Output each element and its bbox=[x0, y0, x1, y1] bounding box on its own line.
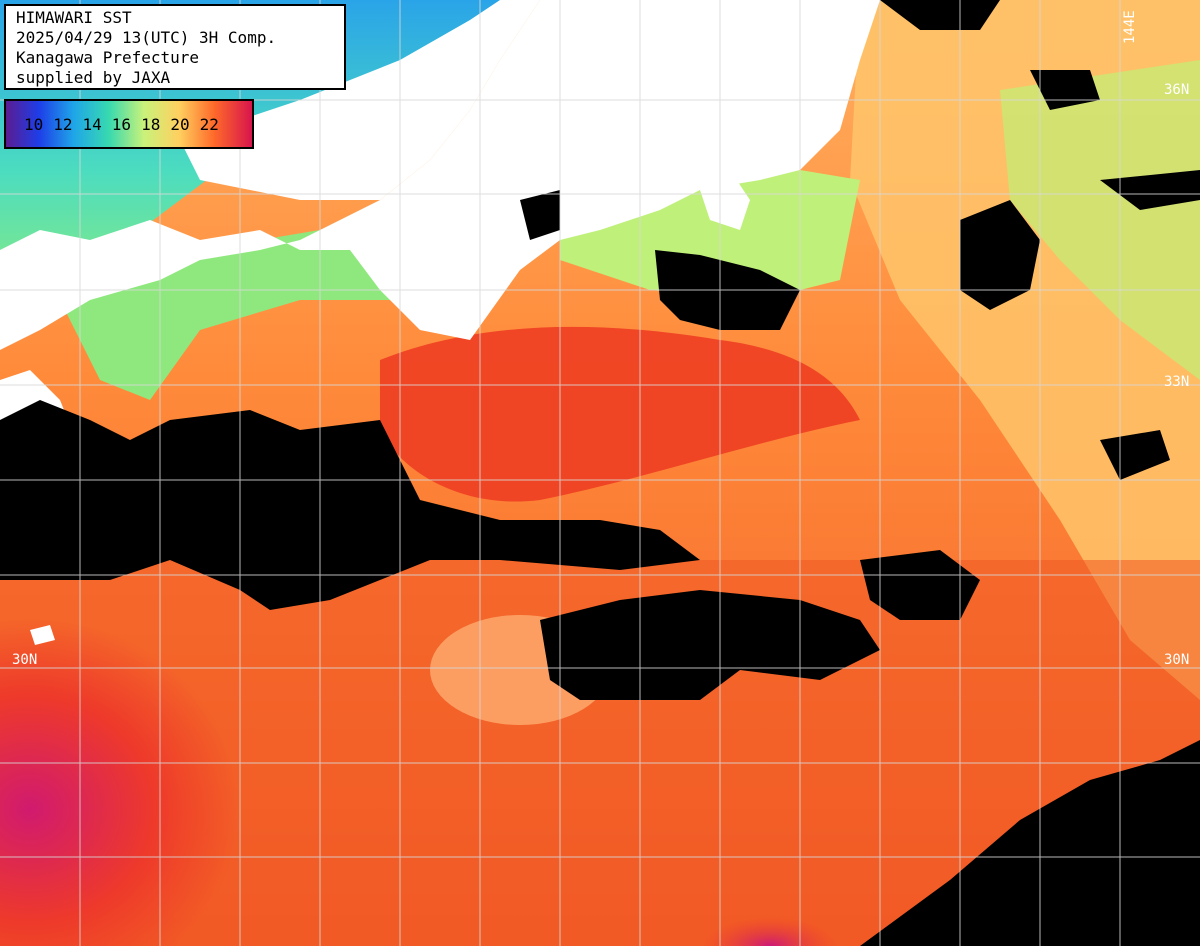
label-lon-144: 144E bbox=[1122, 10, 1138, 44]
info-datetime: 2025/04/29 13(UTC) 3H Comp. bbox=[16, 28, 277, 47]
legend-value-10: 10 bbox=[24, 114, 44, 134]
info-title: HIMAWARI SST bbox=[16, 8, 132, 27]
label-lat-36: 36N bbox=[1164, 82, 1190, 98]
label-lat-30-left: 30N bbox=[12, 652, 38, 668]
legend-value-16: 16 bbox=[111, 114, 132, 134]
legend-value-20: 20 bbox=[170, 114, 190, 134]
cloud-northeast bbox=[1100, 170, 1200, 210]
legend-value-22: 22 bbox=[199, 114, 219, 134]
cloud-ise bbox=[520, 190, 560, 240]
info-region: Kanagawa Prefecture bbox=[16, 48, 200, 67]
honshu-land bbox=[0, 0, 880, 350]
coastal-green bbox=[560, 170, 860, 300]
label-lon-136: 136E bbox=[484, 10, 500, 44]
cloud-right-mid bbox=[1100, 430, 1170, 480]
legend-value-12: 12 bbox=[53, 114, 73, 134]
cloud-north-corner bbox=[880, 0, 1000, 30]
cloud-central bbox=[540, 590, 880, 700]
label-lat-33: 33N bbox=[1164, 374, 1190, 390]
east-green-water bbox=[1000, 60, 1200, 380]
cloud-east-band bbox=[860, 550, 980, 620]
cloud-east-patch bbox=[960, 200, 1040, 310]
legend-value-18: 18 bbox=[141, 114, 161, 134]
temperature-legend: 10 12 14 16 18 20 22 bbox=[4, 99, 254, 149]
south-warm-spot bbox=[500, 750, 950, 946]
label-lat-30-right: 30N bbox=[1164, 652, 1190, 668]
info-credit: supplied by JAXA bbox=[16, 68, 171, 87]
legend-gradient bbox=[4, 99, 254, 149]
cloud-tanegashima bbox=[30, 625, 55, 645]
cloud-west bbox=[0, 400, 700, 610]
izu-peninsula bbox=[700, 170, 750, 230]
cloud-southeast bbox=[860, 740, 1200, 946]
legend-value-14: 14 bbox=[82, 114, 102, 134]
info-box: HIMAWARI SST 2025/04/29 13(UTC) 3H Comp. K… bbox=[4, 4, 346, 90]
